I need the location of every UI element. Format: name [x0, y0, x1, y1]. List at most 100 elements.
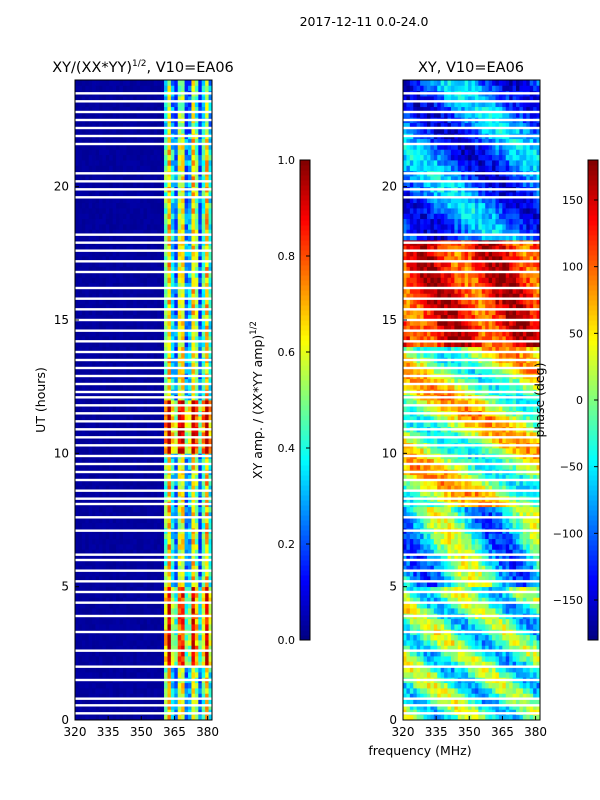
heatmap-cell: [208, 698, 213, 705]
heatmap-cell: [95, 576, 100, 582]
heatmap-cell: [174, 554, 179, 561]
heatmap-cell: [198, 213, 203, 220]
heatmap-cell: [140, 634, 144, 641]
heatmap-cell: [109, 154, 114, 161]
heatmap-cell: [78, 448, 83, 454]
heatmap-cell: [170, 304, 175, 310]
heatmap-cell: [129, 234, 134, 241]
heatmap-cell: [177, 688, 182, 694]
heatmap-cell: [143, 688, 148, 694]
heatmap-cell: [205, 208, 209, 214]
heatmap-cell: [136, 341, 141, 348]
heatmap-cell: [177, 592, 182, 598]
heatmap-cell: [164, 224, 168, 230]
heatmap-cell: [109, 202, 114, 209]
heatmap-cell: [92, 666, 96, 673]
heatmap-cell: [78, 128, 83, 134]
heatmap-cell: [201, 661, 206, 668]
heatmap-cell: [102, 202, 107, 209]
heatmap-cell: [188, 213, 192, 220]
heatmap-cell: [201, 554, 206, 561]
heatmap-cell: [102, 314, 107, 321]
heatmap-cell: [78, 384, 83, 390]
heatmap-cell: [153, 624, 158, 630]
heatmap-cell: [119, 549, 124, 556]
heatmap-cell: [143, 352, 148, 358]
heatmap-cell: [198, 666, 203, 673]
heatmap-cell: [129, 160, 134, 166]
heatmap-cell: [98, 506, 103, 513]
heatmap-cell: [95, 304, 100, 310]
heatmap-cell: [160, 570, 165, 577]
heatmap-cell: [78, 282, 83, 289]
heatmap-cell: [205, 533, 209, 540]
heatmap-cell: [105, 416, 110, 422]
heatmap-cell: [174, 293, 179, 300]
heatmap-cell: [122, 298, 127, 305]
heatmap-cell: [112, 586, 117, 593]
heatmap-cell: [85, 437, 90, 444]
heatmap-cell: [208, 533, 213, 540]
heatmap-cell: [181, 533, 185, 540]
heatmap-cell: [98, 464, 103, 470]
heatmap-cell: [133, 384, 138, 390]
heatmap-cell: [92, 293, 96, 300]
missing-data-row: [75, 428, 212, 431]
heatmap-cell: [105, 618, 110, 625]
heatmap-cell: [98, 165, 103, 172]
heatmap-cell: [188, 533, 192, 540]
heatmap-cell: [150, 122, 155, 129]
heatmap-cell: [188, 368, 192, 374]
heatmap-cell: [122, 325, 127, 332]
heatmap-cell: [167, 272, 172, 278]
heatmap-cell: [95, 165, 100, 172]
heatmap-cell: [146, 341, 151, 348]
heatmap-cell: [129, 437, 134, 444]
heatmap-cell: [112, 112, 117, 118]
missing-data-row: [75, 188, 212, 191]
heatmap-cell: [119, 325, 124, 332]
heatmap-cell: [116, 570, 120, 577]
heatmap-cell: [153, 197, 158, 204]
heatmap-cell: [174, 202, 179, 209]
heatmap-cell: [143, 229, 148, 236]
heatmap-cell: [191, 485, 196, 492]
heatmap-cell: [112, 138, 117, 145]
heatmap-cell: [164, 80, 168, 86]
heatmap-cell: [157, 192, 162, 198]
heatmap-cell: [116, 176, 120, 182]
heatmap-cell: [201, 592, 206, 598]
heatmap-cell: [167, 512, 172, 518]
heatmap-cell: [95, 672, 100, 678]
heatmap-cell: [119, 405, 124, 412]
heatmap-cell: [95, 298, 100, 305]
heatmap-cell: [98, 234, 103, 241]
heatmap-cell: [143, 122, 148, 129]
heatmap-cell: [78, 346, 83, 353]
heatmap-cell: [136, 522, 141, 529]
heatmap-cell: [98, 96, 103, 102]
heatmap-cell: [150, 352, 155, 358]
heatmap-cell: [109, 640, 114, 646]
heatmap-cell: [112, 693, 117, 700]
heatmap-cell: [136, 432, 141, 438]
heatmap-cell: [98, 704, 103, 710]
heatmap-cell: [174, 197, 179, 204]
heatmap-cell: [208, 309, 213, 316]
heatmap-cell: [116, 560, 120, 566]
heatmap-cell: [119, 506, 124, 513]
heatmap-cell: [136, 282, 141, 289]
heatmap-cell: [98, 645, 103, 652]
heatmap-cell: [177, 165, 182, 172]
heatmap-cell: [143, 245, 148, 252]
heatmap-cell: [143, 544, 148, 550]
heatmap-cell: [201, 618, 206, 625]
heatmap-cell: [136, 250, 141, 257]
heatmap-cell: [177, 261, 182, 268]
heatmap-cell: [170, 85, 175, 92]
heatmap-cell: [143, 400, 148, 406]
heatmap-cell: [81, 261, 86, 268]
heatmap-cell: [105, 154, 110, 161]
heatmap-cell: [92, 213, 96, 220]
heatmap-cell: [85, 112, 90, 118]
